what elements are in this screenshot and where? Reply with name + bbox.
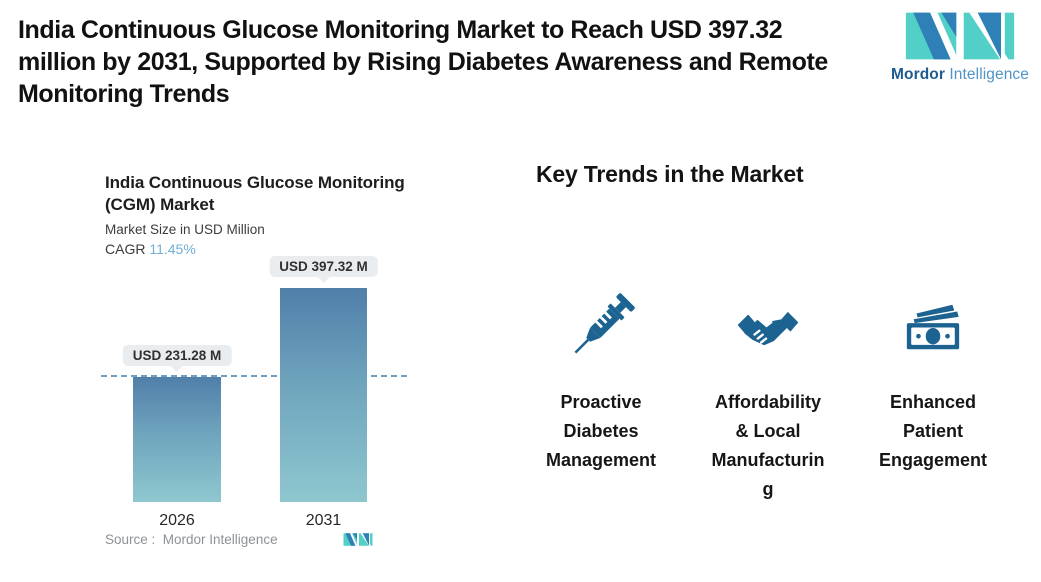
- source-text: Source : Mordor Intelligence: [105, 532, 278, 547]
- trend-label: Proactive Diabetes Management: [545, 392, 657, 470]
- brand-wordmark: Mordor Intelligence: [890, 66, 1030, 83]
- axis-label-2031: 2031: [305, 512, 342, 529]
- trends-heading: Key Trends in the Market: [536, 161, 804, 187]
- mordor-intelligence-logo-icon: [905, 12, 1015, 60]
- bar-2026: [133, 377, 221, 502]
- chart-cagr: CAGR 11.45%: [105, 241, 405, 257]
- bar-2031: [280, 288, 367, 502]
- handshake-icon: [737, 311, 799, 346]
- trend-label: Enhanced Patient Engagement: [878, 392, 988, 470]
- trend-item-affordability: Affordability & Local Manufacturin g: [686, 292, 850, 504]
- trend-item-proactive-diabetes: Proactive Diabetes Management: [519, 292, 683, 475]
- bar-chart-plot: USD 231.28 M 2026 USD 397.32 M 2031: [101, 256, 407, 529]
- callout-pointer: [170, 366, 183, 372]
- value-callout-2031: USD 397.32 M: [269, 256, 378, 283]
- syringe-icon: [574, 293, 635, 354]
- headline: India Continuous Glucose Monitoring Mark…: [18, 16, 828, 108]
- bar-group-2031: USD 397.32 M 2031: [269, 256, 378, 529]
- value-callout-2026: USD 231.28 M: [122, 345, 232, 372]
- chart-subtitle: Market Size in USD Million: [105, 222, 265, 237]
- callout-pointer: [317, 277, 330, 283]
- market-chart-panel: India Continuous Glucose Monitoring (CGM…: [101, 172, 407, 572]
- cagr-value: 11.45%: [149, 241, 196, 257]
- axis-label-2026: 2026: [159, 512, 195, 529]
- cagr-label: CAGR: [105, 241, 146, 257]
- value-label-2031: USD 397.32 M: [269, 256, 378, 277]
- brand-logo: Mordor Intelligence: [890, 10, 1030, 84]
- reference-dashed-line: [101, 375, 407, 377]
- money-icon: [906, 304, 960, 350]
- source-row: Source : Mordor Intelligence: [105, 532, 373, 547]
- mordor-intelligence-mini-logo-icon: [343, 533, 373, 546]
- bar-group-2026: USD 231.28 M 2026: [122, 258, 232, 529]
- chart-title: India Continuous Glucose Monitoring (CGM…: [105, 173, 405, 214]
- trend-item-patient-engagement: Enhanced Patient Engagement: [851, 292, 1015, 475]
- value-label-2026: USD 231.28 M: [122, 345, 232, 366]
- trend-label: Affordability & Local Manufacturin g: [711, 392, 825, 499]
